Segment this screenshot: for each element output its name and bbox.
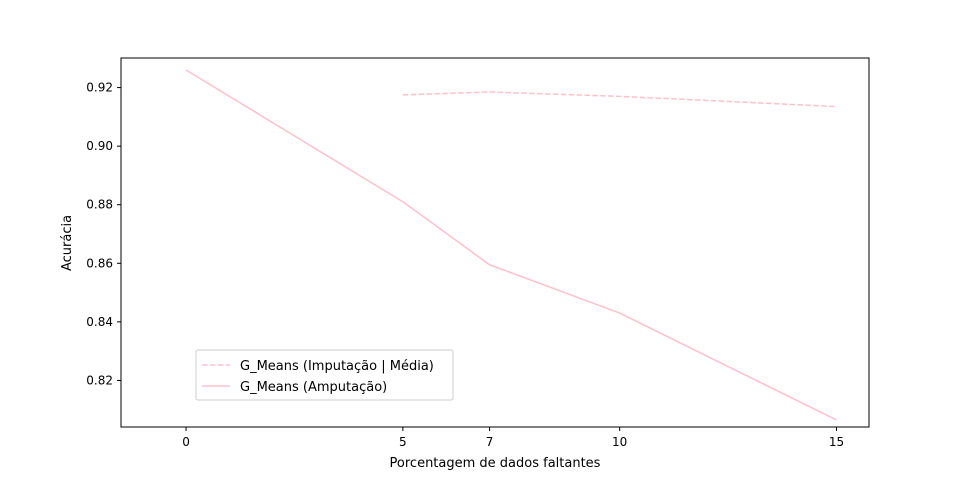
y-tick-label: 0.86 bbox=[86, 256, 113, 270]
y-tick-label: 0.90 bbox=[86, 139, 113, 153]
plot-frame bbox=[120, 57, 870, 428]
y-tick-label: 0.82 bbox=[86, 373, 113, 387]
y-axis-ticks: 0.82 0.84 0.86 0.88 0.90 0.92 bbox=[86, 81, 121, 387]
y-axis-label: Acurácia bbox=[60, 215, 75, 271]
legend-label-imputacao: G_Means (Imputação | Média) bbox=[240, 359, 434, 374]
legend-label-amputacao: G_Means (Amputação) bbox=[240, 380, 387, 395]
x-tick-label: 15 bbox=[829, 435, 844, 449]
series-line-0 bbox=[402, 91, 837, 108]
series-line-1 bbox=[185, 69, 837, 421]
x-tick-label: 5 bbox=[399, 435, 407, 449]
legend-box bbox=[195, 349, 454, 401]
legend: G_Means (Imputação | Média) G_Means (Amp… bbox=[195, 349, 454, 401]
x-tick-label: 0 bbox=[182, 435, 190, 449]
x-tick-label: 7 bbox=[486, 435, 494, 449]
x-axis-ticks: 0 5 7 10 15 bbox=[182, 427, 844, 449]
y-tick-label: 0.92 bbox=[86, 81, 113, 95]
x-tick-label: 10 bbox=[612, 435, 627, 449]
y-tick-label: 0.88 bbox=[86, 198, 113, 212]
y-tick-label: 0.84 bbox=[86, 315, 113, 329]
series-layer bbox=[185, 69, 837, 421]
x-axis-label: Porcentagem de dados faltantes bbox=[390, 456, 601, 471]
